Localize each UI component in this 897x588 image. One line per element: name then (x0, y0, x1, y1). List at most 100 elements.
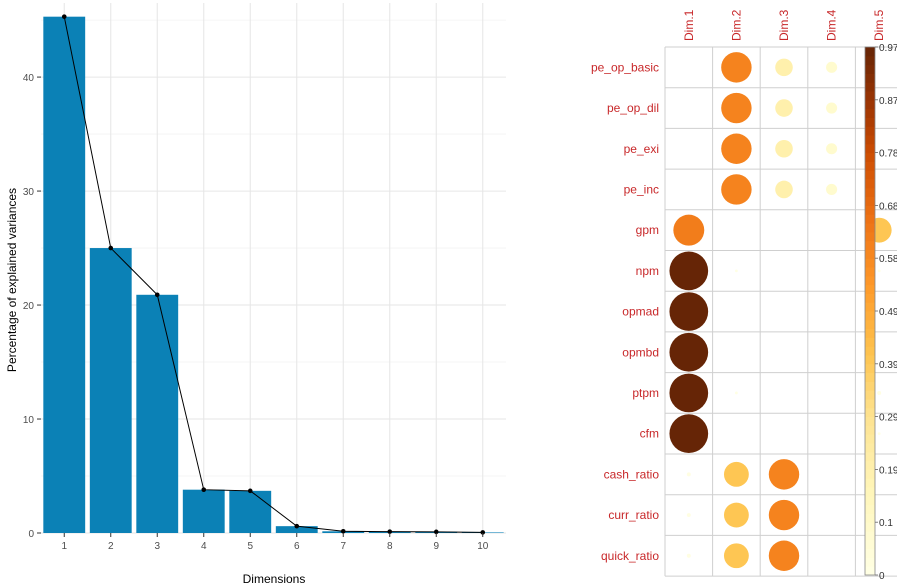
colorbar-segment (865, 143, 875, 154)
point (247, 488, 253, 494)
colorbar-segment (865, 117, 875, 127)
corr-circle (669, 332, 709, 372)
colorbar-segment (865, 108, 875, 118)
colorbar-segment (865, 311, 875, 321)
point (154, 292, 160, 298)
row-label: npm (636, 264, 659, 278)
x-tick-label: 10 (477, 541, 489, 552)
scree-x-label: Dimensions (243, 572, 306, 586)
colorbar-segment (865, 363, 875, 374)
corr-column-labels: Dim.1 Dim.2 Dim.3 Dim.4 Dim.5 (682, 9, 886, 41)
corr-circles (669, 52, 892, 571)
x-tick-label: 2 (108, 541, 114, 552)
corr-circle (775, 139, 793, 158)
colorbar-segment (865, 82, 875, 92)
colorbar-segment (865, 161, 875, 171)
scree-bars (43, 16, 504, 533)
row-label: pe_inc (624, 182, 659, 196)
corr-circle (826, 102, 838, 114)
colorbar-segment (865, 557, 875, 567)
colorbar-segment (865, 258, 875, 268)
colorbar-tick-label: 0.58 (879, 254, 897, 265)
colorbar-segment (865, 566, 875, 576)
corr-circle (686, 553, 691, 558)
colorbar-segment (865, 214, 875, 224)
colorbar-segment (865, 469, 875, 479)
colorbar-segment (865, 293, 875, 303)
corr-circle (721, 174, 752, 205)
colorbar-tick-label: 0.49 (879, 307, 897, 318)
row-label: cfm (640, 427, 659, 441)
colorbar-segment (865, 434, 875, 444)
colorbar-segment (865, 451, 875, 462)
bar (182, 489, 225, 533)
corr-circle (775, 58, 793, 77)
colorbar-segment (865, 275, 875, 286)
y-tick-label: 20 (23, 301, 35, 312)
colorbar-segment (865, 513, 875, 523)
point (340, 528, 346, 534)
scree-line (61, 14, 486, 535)
corr-circle (826, 143, 838, 155)
colorbar-segment (865, 47, 875, 57)
row-label: gpm (636, 223, 659, 237)
colorbar-segment (865, 205, 875, 215)
corr-circle (721, 52, 752, 83)
colorbar-segment (865, 337, 875, 347)
row-label: ptpm (632, 386, 659, 400)
colorbar-segment (865, 284, 875, 294)
colorbar-segment (865, 302, 875, 312)
colorbar-segment (865, 372, 875, 382)
colorbar-segment (865, 355, 875, 365)
colorbar-segment (865, 267, 875, 277)
x-tick-label: 4 (201, 541, 207, 552)
colorbar-segment (865, 240, 875, 250)
colorbar-segment (865, 64, 875, 74)
corr-circle (775, 180, 793, 199)
colorbar-segment (865, 531, 875, 541)
x-tick-label: 6 (294, 541, 300, 552)
colorbar-segment (865, 460, 875, 470)
colorbar-tick-label: 0.87 (879, 96, 897, 107)
colorbar-tick-label: 0.19 (879, 465, 897, 476)
corr-circle (686, 472, 691, 477)
corr-circle (877, 432, 881, 436)
row-label: cash_ratio (604, 467, 660, 481)
colorbar-segment (865, 319, 875, 330)
corr-circle (669, 292, 709, 331)
colorbar-segment (865, 399, 875, 409)
colorbar-segment (865, 328, 875, 338)
corr-circle (721, 133, 752, 164)
row-label: opmad (622, 305, 659, 319)
colorbar-segment (865, 495, 875, 506)
colorbar-tick-label: 0.97 (879, 43, 897, 54)
y-tick-label: 30 (23, 187, 35, 198)
x-tick-label: 1 (61, 541, 67, 552)
column-label: Dim.2 (729, 9, 743, 41)
corr-grid (664, 46, 897, 577)
colorbar-segment (865, 231, 875, 242)
point (480, 530, 486, 535)
column-label: Dim.5 (872, 9, 886, 41)
x-tick-label: 9 (433, 541, 439, 552)
corr-circle (723, 543, 749, 569)
colorbar-tick-label: 0.1 (879, 518, 893, 529)
scree-plot: 0 10 20 30 40 1 2 3 4 5 6 7 8 9 10 Dimensions Percenta… (5, 3, 506, 586)
y-tick-label: 40 (23, 73, 35, 84)
row-label: curr_ratio (608, 508, 659, 522)
corr-circle (723, 461, 749, 487)
colorbar-segment (865, 381, 875, 391)
x-tick-label: 5 (247, 541, 253, 552)
point (61, 14, 67, 19)
y-tick-label: 10 (23, 415, 35, 426)
bar (229, 490, 272, 533)
colorbar-segment (865, 443, 875, 453)
colorbar-tick-label: 0.78 (879, 149, 897, 160)
x-tick-label: 7 (340, 541, 346, 552)
column-label: Dim.4 (825, 9, 839, 41)
colorbar-segment (865, 135, 875, 145)
colorbar-segment (865, 99, 875, 110)
corr-circle (826, 183, 838, 196)
colorbar-tick-label: 0.29 (879, 413, 897, 424)
